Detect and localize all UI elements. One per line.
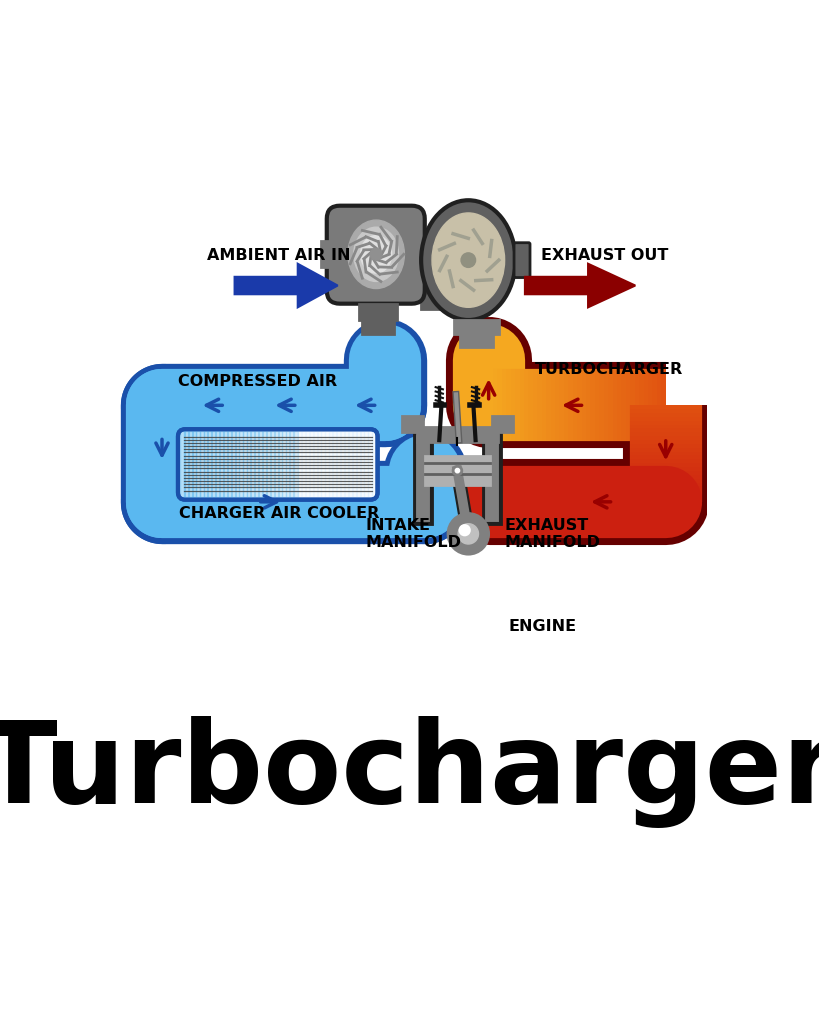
Ellipse shape (348, 220, 405, 289)
Bar (196, 431, 201, 498)
Circle shape (459, 525, 470, 536)
Bar (454, 319, 499, 334)
Circle shape (455, 468, 459, 473)
Bar (255, 431, 259, 498)
Bar (180, 431, 185, 498)
Text: TURBOCHARGER: TURBOCHARGER (535, 361, 683, 377)
Bar (421, 256, 451, 309)
Bar (262, 431, 267, 498)
Bar (293, 431, 298, 498)
Bar (459, 333, 493, 347)
Bar (266, 431, 271, 498)
Bar (368, 431, 372, 498)
Bar (258, 431, 263, 498)
Bar (242, 431, 247, 498)
Bar (188, 431, 192, 498)
Bar (402, 416, 423, 432)
Bar (251, 431, 255, 498)
Bar (380, 278, 483, 289)
Circle shape (453, 466, 462, 475)
FancyBboxPatch shape (327, 206, 425, 304)
Bar (297, 431, 302, 498)
Bar (301, 431, 305, 498)
Bar (200, 431, 204, 498)
Bar (289, 431, 294, 498)
Bar (207, 431, 212, 498)
Text: EXHAUST
MANIFOLD: EXHAUST MANIFOLD (505, 518, 600, 550)
Text: AMBIENT AIR IN: AMBIENT AIR IN (207, 248, 351, 263)
Polygon shape (525, 264, 636, 307)
Bar (348, 431, 353, 498)
Bar (192, 431, 197, 498)
Bar (184, 431, 188, 498)
Bar (321, 242, 330, 267)
Polygon shape (234, 264, 337, 307)
Bar (333, 431, 337, 498)
Circle shape (458, 523, 478, 544)
Bar (364, 431, 369, 498)
Ellipse shape (421, 201, 515, 321)
Bar (231, 431, 236, 498)
Text: INTAKE
MANIFOLD: INTAKE MANIFOLD (365, 518, 461, 550)
FancyBboxPatch shape (178, 429, 378, 500)
Text: COMPRESSED AIR: COMPRESSED AIR (178, 374, 337, 389)
Bar (340, 431, 345, 498)
Bar (328, 431, 333, 498)
Ellipse shape (360, 236, 391, 273)
Bar (321, 431, 325, 498)
Ellipse shape (354, 227, 399, 282)
Bar (219, 431, 224, 498)
Bar (247, 431, 251, 498)
Bar (270, 431, 274, 498)
Bar (309, 431, 314, 498)
Bar (227, 431, 232, 498)
Bar (286, 431, 290, 498)
Bar (313, 431, 318, 498)
Bar (352, 431, 356, 498)
Bar (417, 427, 498, 441)
Bar (360, 431, 364, 498)
Text: CHARGER AIR COOLER: CHARGER AIR COOLER (179, 506, 380, 521)
Circle shape (448, 513, 489, 554)
Circle shape (461, 253, 476, 267)
Bar (324, 431, 329, 498)
Bar (274, 431, 278, 498)
Bar (425, 456, 490, 485)
Bar (278, 431, 283, 498)
Bar (223, 431, 228, 498)
Bar (282, 431, 287, 498)
Bar (362, 319, 394, 334)
Bar (215, 431, 220, 498)
Bar (238, 431, 243, 498)
Bar (344, 431, 349, 498)
Bar (204, 431, 208, 498)
Bar (372, 431, 376, 498)
Bar (305, 431, 310, 498)
Text: Turbocharger: Turbocharger (0, 716, 819, 827)
Bar (211, 431, 216, 498)
Ellipse shape (432, 213, 505, 307)
Circle shape (370, 249, 382, 260)
Bar (235, 431, 239, 498)
Bar (374, 274, 489, 292)
Bar (337, 431, 341, 498)
Text: EXHAUST OUT: EXHAUST OUT (541, 248, 668, 263)
Bar (356, 431, 360, 498)
Text: ENGINE: ENGINE (509, 620, 577, 635)
FancyBboxPatch shape (514, 243, 530, 278)
Bar (317, 431, 322, 498)
Bar (492, 416, 513, 432)
Bar (360, 304, 397, 319)
